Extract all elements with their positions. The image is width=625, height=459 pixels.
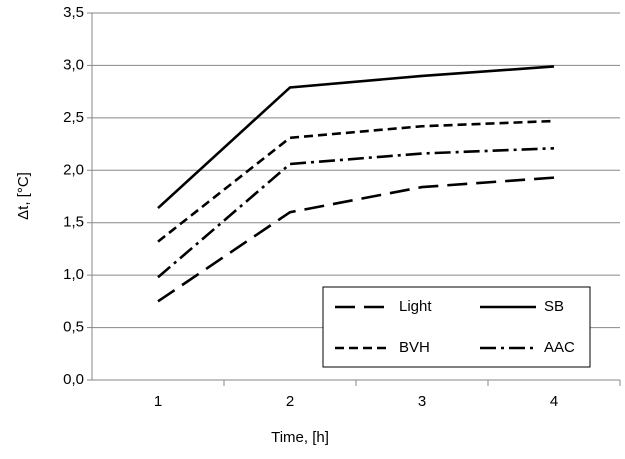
x-tick-label: 2 [286, 393, 294, 410]
series-line [157, 65, 555, 209]
y-tick-label: 0,5 [63, 319, 84, 336]
series-line [157, 119, 555, 243]
y-axis-title: Δt, [°C] [15, 172, 32, 220]
y-tick-label: 1,5 [63, 214, 84, 231]
y-tick-label: 2,0 [63, 161, 84, 178]
legend-box [322, 286, 591, 368]
y-tick-label: 3,5 [63, 4, 84, 21]
series-line [157, 146, 555, 279]
x-tick-label: 3 [418, 393, 426, 410]
series-line [157, 176, 555, 303]
x-tick-label: 1 [154, 393, 162, 410]
legend-label: AAC [544, 339, 575, 356]
y-tick-label: 3,0 [63, 56, 84, 73]
legend-label: BVH [399, 339, 430, 356]
y-tick-label: 0,0 [63, 371, 84, 388]
x-axis-title: Time, [h] [271, 429, 329, 446]
y-tick-label: 2,5 [63, 109, 84, 126]
legend-label: SB [544, 298, 564, 315]
legend-label: Light [399, 298, 432, 315]
y-tick-label: 1,0 [63, 266, 84, 283]
x-tick-label: 4 [550, 393, 558, 410]
